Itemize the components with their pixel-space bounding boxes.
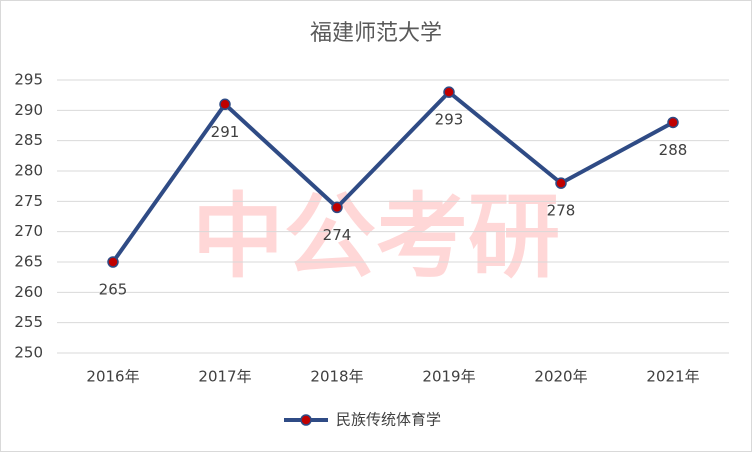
marker — [331, 201, 343, 214]
y-tick-label: 270 — [14, 222, 43, 240]
x-tick-label: 2018年 — [310, 368, 363, 386]
y-tick-label: 280 — [14, 162, 43, 180]
x-tick-label: 2021年 — [646, 368, 699, 386]
y-tick-label: 295 — [14, 71, 43, 89]
marker — [219, 98, 231, 111]
data-label: 293 — [435, 111, 464, 129]
legend-marker — [300, 414, 312, 426]
data-label: 274 — [323, 226, 352, 244]
marker — [443, 86, 455, 98]
y-tick-label: 260 — [14, 283, 43, 301]
x-tick-label: 2020年 — [534, 368, 587, 386]
data-label: 291 — [211, 123, 240, 141]
y-tick-label: 265 — [14, 253, 43, 271]
y-tick-label: 255 — [14, 313, 43, 331]
y-tick-label: 290 — [14, 101, 43, 119]
y-tick-label: 285 — [14, 131, 43, 149]
line — [111, 90, 674, 264]
x-tick-label: 2017年 — [198, 368, 251, 386]
watermark: 中公考研 — [192, 183, 560, 290]
x-tick-label: 2019年 — [422, 368, 475, 386]
x-tick-label: 2016年 — [86, 368, 139, 386]
y-tick-label: 250 — [14, 344, 43, 362]
data-label: 288 — [659, 141, 688, 159]
marker — [555, 177, 567, 189]
data-label: 278 — [547, 202, 576, 220]
marker — [107, 256, 119, 268]
marker — [667, 116, 679, 129]
data-label: 265 — [99, 281, 128, 299]
y-tick-label: 275 — [14, 192, 43, 210]
legend-label: 民族传统体育学 — [336, 411, 441, 429]
chart-title: 福建师范大学 — [310, 21, 442, 46]
